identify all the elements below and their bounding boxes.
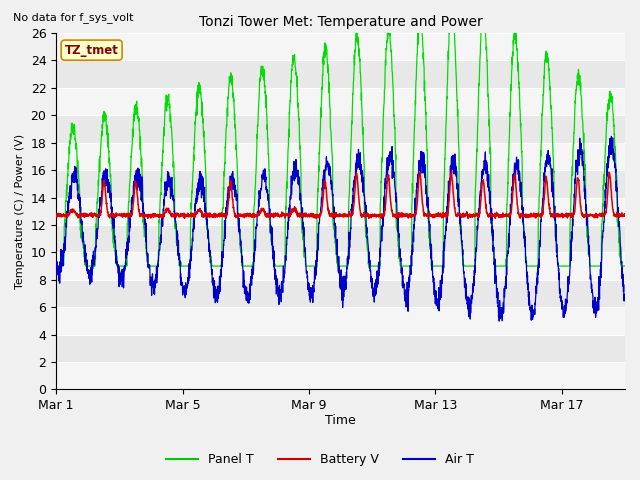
Bar bbox=[56, 60, 625, 88]
Legend: Panel T, Battery V, Air T: Panel T, Battery V, Air T bbox=[161, 448, 479, 471]
Bar bbox=[56, 197, 625, 225]
Bar bbox=[56, 280, 625, 307]
Bar bbox=[56, 33, 625, 60]
Bar bbox=[56, 307, 625, 335]
Bar bbox=[56, 88, 625, 115]
Y-axis label: Temperature (C) / Power (V): Temperature (C) / Power (V) bbox=[15, 133, 25, 289]
Bar bbox=[56, 143, 625, 170]
Title: Tonzi Tower Met: Temperature and Power: Tonzi Tower Met: Temperature and Power bbox=[198, 15, 483, 29]
Bar bbox=[56, 362, 625, 389]
Bar bbox=[56, 225, 625, 252]
Text: TZ_tmet: TZ_tmet bbox=[65, 44, 118, 57]
Text: No data for f_sys_volt: No data for f_sys_volt bbox=[13, 12, 133, 23]
X-axis label: Time: Time bbox=[325, 414, 356, 427]
Bar bbox=[56, 115, 625, 143]
Bar bbox=[56, 5, 625, 33]
Bar bbox=[56, 252, 625, 280]
Bar bbox=[56, 335, 625, 362]
Bar bbox=[56, 170, 625, 197]
